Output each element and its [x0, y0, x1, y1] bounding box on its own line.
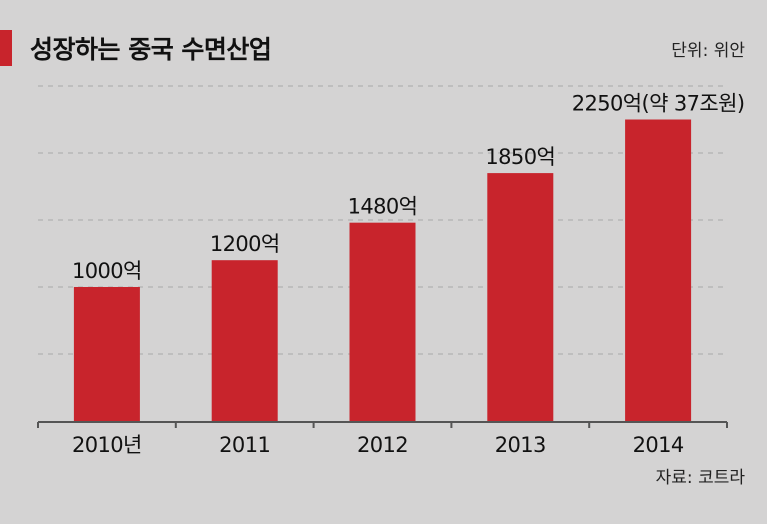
bar [73, 287, 140, 421]
data-label: 1480억 [348, 195, 418, 219]
source-label: 자료: 코트라 [655, 468, 745, 488]
bar [625, 119, 692, 421]
data-label: 2250억(약 37조원) [572, 92, 745, 116]
data-label: 1850억 [485, 145, 555, 169]
x-tick-label: 2014 [633, 433, 684, 457]
x-tick-label: 2010년 [72, 433, 142, 457]
x-tick-label: 2011 [219, 433, 270, 457]
x-tick-label: 2012 [357, 433, 408, 457]
x-tick-label: 2013 [495, 433, 546, 457]
bar [487, 173, 554, 421]
data-label: 1200억 [210, 232, 280, 256]
unit-label: 단위: 위안 [671, 41, 745, 61]
bar [211, 260, 278, 421]
title-accent-bar [0, 30, 12, 66]
data-label: 1000억 [72, 259, 142, 283]
chart-title: 성장하는 중국 수면산업 [30, 35, 272, 64]
bar [349, 222, 416, 421]
